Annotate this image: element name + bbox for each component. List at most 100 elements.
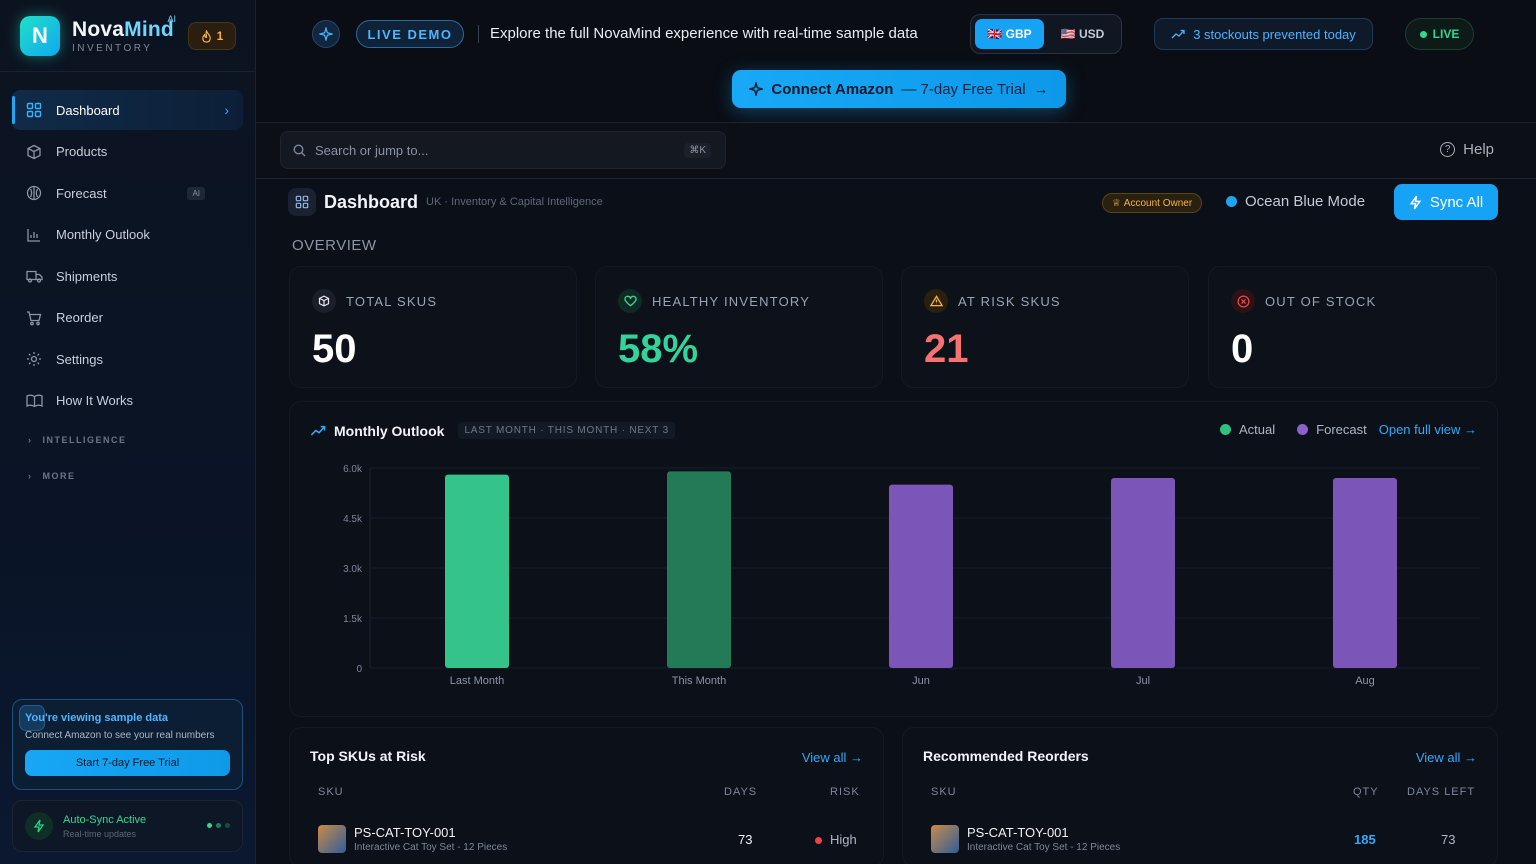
monthly-outlook-card: Monthly Outlook LAST MONTH · THIS MONTH … [289, 401, 1498, 717]
outlook-header: Monthly Outlook LAST MONTH · THIS MONTH … [310, 422, 675, 439]
sync-label: Sync All [1429, 193, 1484, 211]
bar-actual-0[interactable] [445, 474, 509, 668]
brand[interactable]: N NovaMind AI INVENTORY [0, 0, 255, 72]
status-dots [207, 823, 230, 828]
theme-mode-toggle[interactable]: Ocean Blue Mode [1226, 193, 1365, 210]
theme-dot [1226, 196, 1237, 207]
chevron-right-icon: › [224, 102, 229, 118]
kpi-at-risk-skus[interactable]: AT RISK SKUS 21 [901, 266, 1189, 388]
live-label: LIVE [1432, 27, 1460, 41]
panel-title: Top SKUs at Risk [310, 748, 426, 764]
sidebar-item-monthly-outlook[interactable]: Monthly Outlook [12, 215, 243, 255]
days-left-value: 73 [1441, 832, 1456, 847]
sidebar-section-more[interactable]: › MORE [0, 458, 255, 494]
bar-forecast-2[interactable] [889, 484, 953, 668]
bar-forecast-3[interactable] [1111, 478, 1175, 668]
legend-forecast-swatch [1297, 424, 1309, 435]
product-thumbnail [931, 825, 959, 853]
account-owner-badge: ♕ Account Owner [1102, 193, 1202, 213]
currency-label: USD [1078, 27, 1105, 41]
grid-icon [25, 101, 43, 119]
theme-label: Ocean Blue Mode [1245, 193, 1366, 210]
bar-forecast-4[interactable] [1333, 478, 1397, 668]
sidebar-item-dashboard[interactable]: Dashboard › [12, 90, 243, 130]
gear-icon [25, 350, 43, 368]
days-value: 73 [738, 832, 753, 847]
us-flag-icon: 🇺🇸 [1060, 27, 1076, 41]
kpi-header: OUT OF STOCK [1231, 289, 1474, 313]
recommended-reorders-card: Recommended Reorders View all → SKU QTY … [902, 727, 1498, 864]
sparkle-icon [749, 82, 764, 96]
currency-usd-button[interactable]: 🇺🇸 USD [1048, 19, 1117, 49]
qty-value: 185 [1354, 832, 1376, 847]
lightning-icon [25, 812, 53, 840]
sku-code[interactable]: PS-CAT-TOY-001 [354, 825, 456, 840]
help-button[interactable]: ? Help [1440, 141, 1494, 158]
outlook-title: Monthly Outlook [334, 422, 445, 439]
kpi-label: HEALTHY INVENTORY [652, 293, 811, 309]
crown-icon: ♕ [1111, 197, 1121, 209]
sidebar-section-intelligence[interactable]: › INTELLIGENCE [0, 422, 255, 458]
help-label: Help [1463, 141, 1494, 158]
x-tick-label: Aug [1355, 675, 1375, 687]
sidebar-item-reorder[interactable]: Reorder [12, 298, 243, 338]
sidebar-item-label: Products [56, 144, 108, 159]
sidebar-item-shipments[interactable]: Shipments [12, 256, 243, 296]
sync-all-button[interactable]: Sync All [1394, 184, 1498, 220]
x-tick-label: This Month [672, 675, 726, 687]
sample-title: You're viewing sample data [25, 712, 169, 724]
column-header-days: DAYS [724, 786, 758, 798]
y-tick-label: 0 [356, 664, 362, 675]
lightning-icon [1409, 195, 1422, 209]
page-title: Dashboard [324, 191, 419, 212]
sidebar-item-how-it-works[interactable]: How It Works [12, 381, 243, 421]
kpi-value: 21 [924, 327, 969, 371]
sidebar-item-settings[interactable]: Settings [12, 339, 243, 379]
search-input[interactable]: Search or jump to... ⌘K [280, 131, 726, 169]
sku-code[interactable]: PS-CAT-TOY-001 [967, 825, 1069, 840]
bar-chart-icon [25, 226, 43, 244]
kpi-total-skus[interactable]: TOTAL SKUS 50 [289, 266, 577, 388]
box-icon [25, 143, 43, 161]
sidebar: N NovaMind AI INVENTORY 1 Dashboard › Pr… [0, 0, 256, 864]
view-all-link[interactable]: View all → [801, 750, 863, 765]
kpi-healthy-inventory[interactable]: HEALTHY INVENTORY 58% [595, 266, 883, 388]
owner-label: Account Owner [1123, 197, 1193, 209]
sidebar-item-label: How It Works [56, 393, 134, 408]
flame-icon [201, 29, 211, 43]
brain-icon [25, 184, 43, 202]
column-header-risk: RISK [830, 786, 860, 798]
kpi-out-of-stock[interactable]: OUT OF STOCK 0 [1208, 266, 1497, 388]
sidebar-item-label: Forecast [56, 185, 107, 201]
risk-badge: High [815, 832, 857, 847]
main-content: Dashboard UK · Inventory & Capital Intel… [256, 179, 1536, 864]
column-header-sku: SKU [931, 786, 957, 798]
connect-label: Connect Amazon [771, 80, 894, 98]
panel-title: Recommended Reorders [923, 748, 1089, 764]
column-header-sku: SKU [318, 786, 344, 798]
bar-actual-1[interactable] [667, 471, 731, 668]
kpi-value: 0 [1231, 327, 1254, 371]
currency-switch: 🇬🇧 GBP 🇺🇸 USD [970, 14, 1122, 54]
streak-count: 1 [216, 29, 224, 43]
open-full-view-link[interactable]: Open full view → [1378, 422, 1477, 437]
y-tick-label: 3.0k [343, 564, 363, 575]
currency-gbp-button[interactable]: 🇬🇧 GBP [975, 19, 1044, 49]
cube-icon [312, 289, 336, 313]
sidebar-item-products[interactable]: Products [12, 132, 243, 172]
kpi-header: HEALTHY INVENTORY [618, 289, 860, 313]
sidebar-item-label: Shipments [56, 268, 118, 284]
stockouts-badge[interactable]: 3 stockouts prevented today [1154, 18, 1373, 50]
streak-badge[interactable]: 1 [188, 22, 236, 50]
trend-up-icon [310, 425, 326, 436]
connect-amazon-button[interactable]: Connect Amazon — 7-day Free Trial → [732, 70, 1066, 108]
waveform-icon [19, 705, 45, 731]
autosync-subtitle: Real-time updates [63, 828, 137, 839]
x-tick-label: Jul [1136, 675, 1150, 687]
section-label: INTELLIGENCE [42, 435, 127, 445]
sidebar-item-forecast[interactable]: Forecast AI [12, 173, 243, 213]
sidebar-item-label: Monthly Outlook [56, 227, 150, 242]
view-all-link[interactable]: View all → [1415, 750, 1477, 765]
start-trial-button[interactable]: Start 7-day Free Trial [25, 750, 230, 776]
